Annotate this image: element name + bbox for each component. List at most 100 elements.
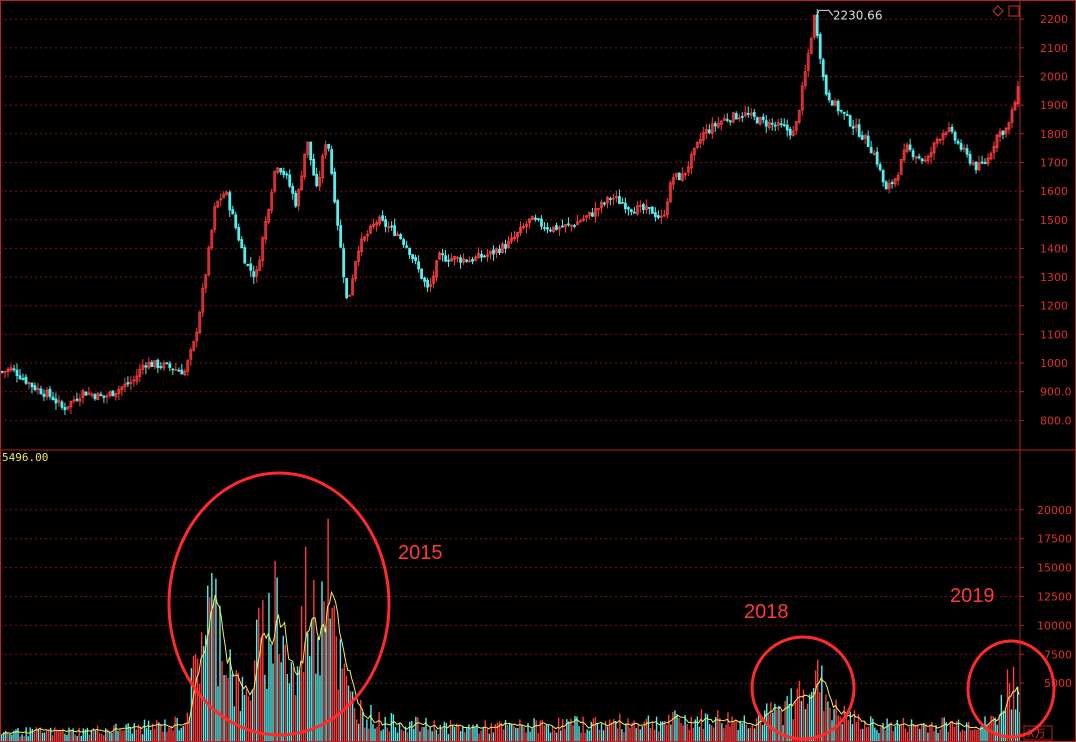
candle-body	[261, 237, 265, 261]
volume-bar	[486, 728, 488, 741]
volume-bar	[249, 700, 252, 741]
candle-body	[456, 256, 459, 259]
candle-body	[33, 385, 37, 391]
volume-bar	[733, 721, 735, 741]
candle-body	[141, 364, 145, 370]
volume-bar	[433, 720, 435, 741]
volume-bar	[427, 729, 429, 741]
candle-body	[959, 143, 963, 150]
volume-bar	[949, 721, 952, 741]
volume-bar	[588, 730, 590, 741]
panel-toggle-icon[interactable]	[1008, 5, 1020, 17]
volume-bar	[627, 718, 629, 741]
volume-bar	[708, 724, 711, 741]
volume-bar	[688, 729, 690, 741]
candle-body	[171, 368, 175, 371]
candle-body	[686, 166, 690, 173]
candle-body	[1016, 86, 1020, 105]
volume-bar	[678, 718, 680, 741]
volume-bar	[482, 727, 484, 741]
candle-body	[417, 261, 420, 270]
volume-bar	[604, 720, 607, 741]
volume-bar	[335, 636, 337, 741]
volume-bar	[492, 732, 495, 741]
candle-body	[303, 153, 307, 178]
volume-bar	[531, 728, 533, 741]
candle-body	[785, 124, 789, 131]
volume-bar	[9, 733, 11, 741]
volume-bar	[598, 729, 601, 741]
candle-body	[923, 159, 927, 162]
volume-bar	[759, 715, 762, 741]
volume-bar	[190, 668, 193, 741]
candle-body	[534, 217, 537, 220]
candle-body	[387, 226, 391, 229]
candle-body	[827, 92, 831, 101]
candle-body	[558, 226, 561, 230]
candle-body	[63, 407, 67, 411]
volume-bar	[564, 728, 566, 741]
volume-bar	[162, 731, 164, 741]
candle-body	[411, 254, 414, 260]
diamond-icon[interactable]	[992, 5, 1004, 17]
candle-body	[297, 189, 301, 207]
volume-bar	[266, 688, 268, 741]
candle-body	[15, 369, 19, 377]
volume-bar	[947, 731, 949, 741]
candle-body	[210, 229, 214, 248]
toolbar-icons[interactable]	[992, 5, 1020, 17]
volume-bar	[600, 723, 603, 741]
candle-body	[611, 197, 615, 200]
candle-body	[135, 375, 139, 382]
volume-bar	[358, 723, 360, 741]
candle-body	[600, 201, 603, 209]
volume-bar	[511, 724, 513, 741]
volume-bar	[241, 676, 244, 741]
candle-body	[117, 388, 121, 394]
volume-bar	[664, 720, 666, 741]
candle-body	[638, 204, 642, 207]
volume-bar	[284, 644, 286, 741]
volume-bar	[943, 717, 945, 741]
candle-body	[617, 196, 621, 204]
volume-bar	[710, 725, 713, 741]
volume-bar	[776, 709, 778, 741]
candle-body	[731, 112, 735, 123]
volume-bar	[23, 736, 25, 741]
volume-bar	[243, 694, 246, 741]
candle-body	[372, 223, 376, 227]
volume-bar	[921, 723, 923, 741]
price-tick-label: 900.0	[1040, 386, 1072, 399]
candle-body	[429, 284, 432, 287]
volume-bar	[506, 724, 509, 741]
volume-bar	[586, 729, 588, 741]
volume-bar	[260, 637, 262, 741]
candle-body	[857, 124, 861, 137]
volume-bar	[980, 726, 982, 741]
volume-bar	[829, 707, 831, 741]
candle-body	[309, 141, 313, 161]
volume-bar	[19, 736, 21, 741]
volume-bar	[553, 730, 556, 741]
volume-bar	[68, 727, 70, 741]
price-tick-label: 1200	[1040, 300, 1068, 313]
volume-bar	[111, 732, 113, 741]
candle-body	[881, 169, 885, 183]
candle-body	[288, 174, 292, 187]
volume-bar	[15, 729, 17, 741]
volume-bar	[657, 731, 660, 741]
volume-tick-label: 17500	[1037, 533, 1072, 546]
volume-bar	[562, 719, 564, 741]
volume-bar	[690, 716, 692, 741]
candle-body	[549, 229, 552, 232]
candle-body	[603, 202, 606, 205]
candle-body	[60, 401, 64, 408]
volume-bar	[882, 722, 884, 741]
candle-body	[866, 135, 870, 147]
volume-bar	[957, 719, 960, 741]
volume-bar	[606, 726, 609, 741]
candle-body	[192, 340, 196, 351]
volume-bar	[453, 726, 456, 741]
candle-body	[414, 257, 417, 262]
volume-bar	[72, 728, 74, 741]
